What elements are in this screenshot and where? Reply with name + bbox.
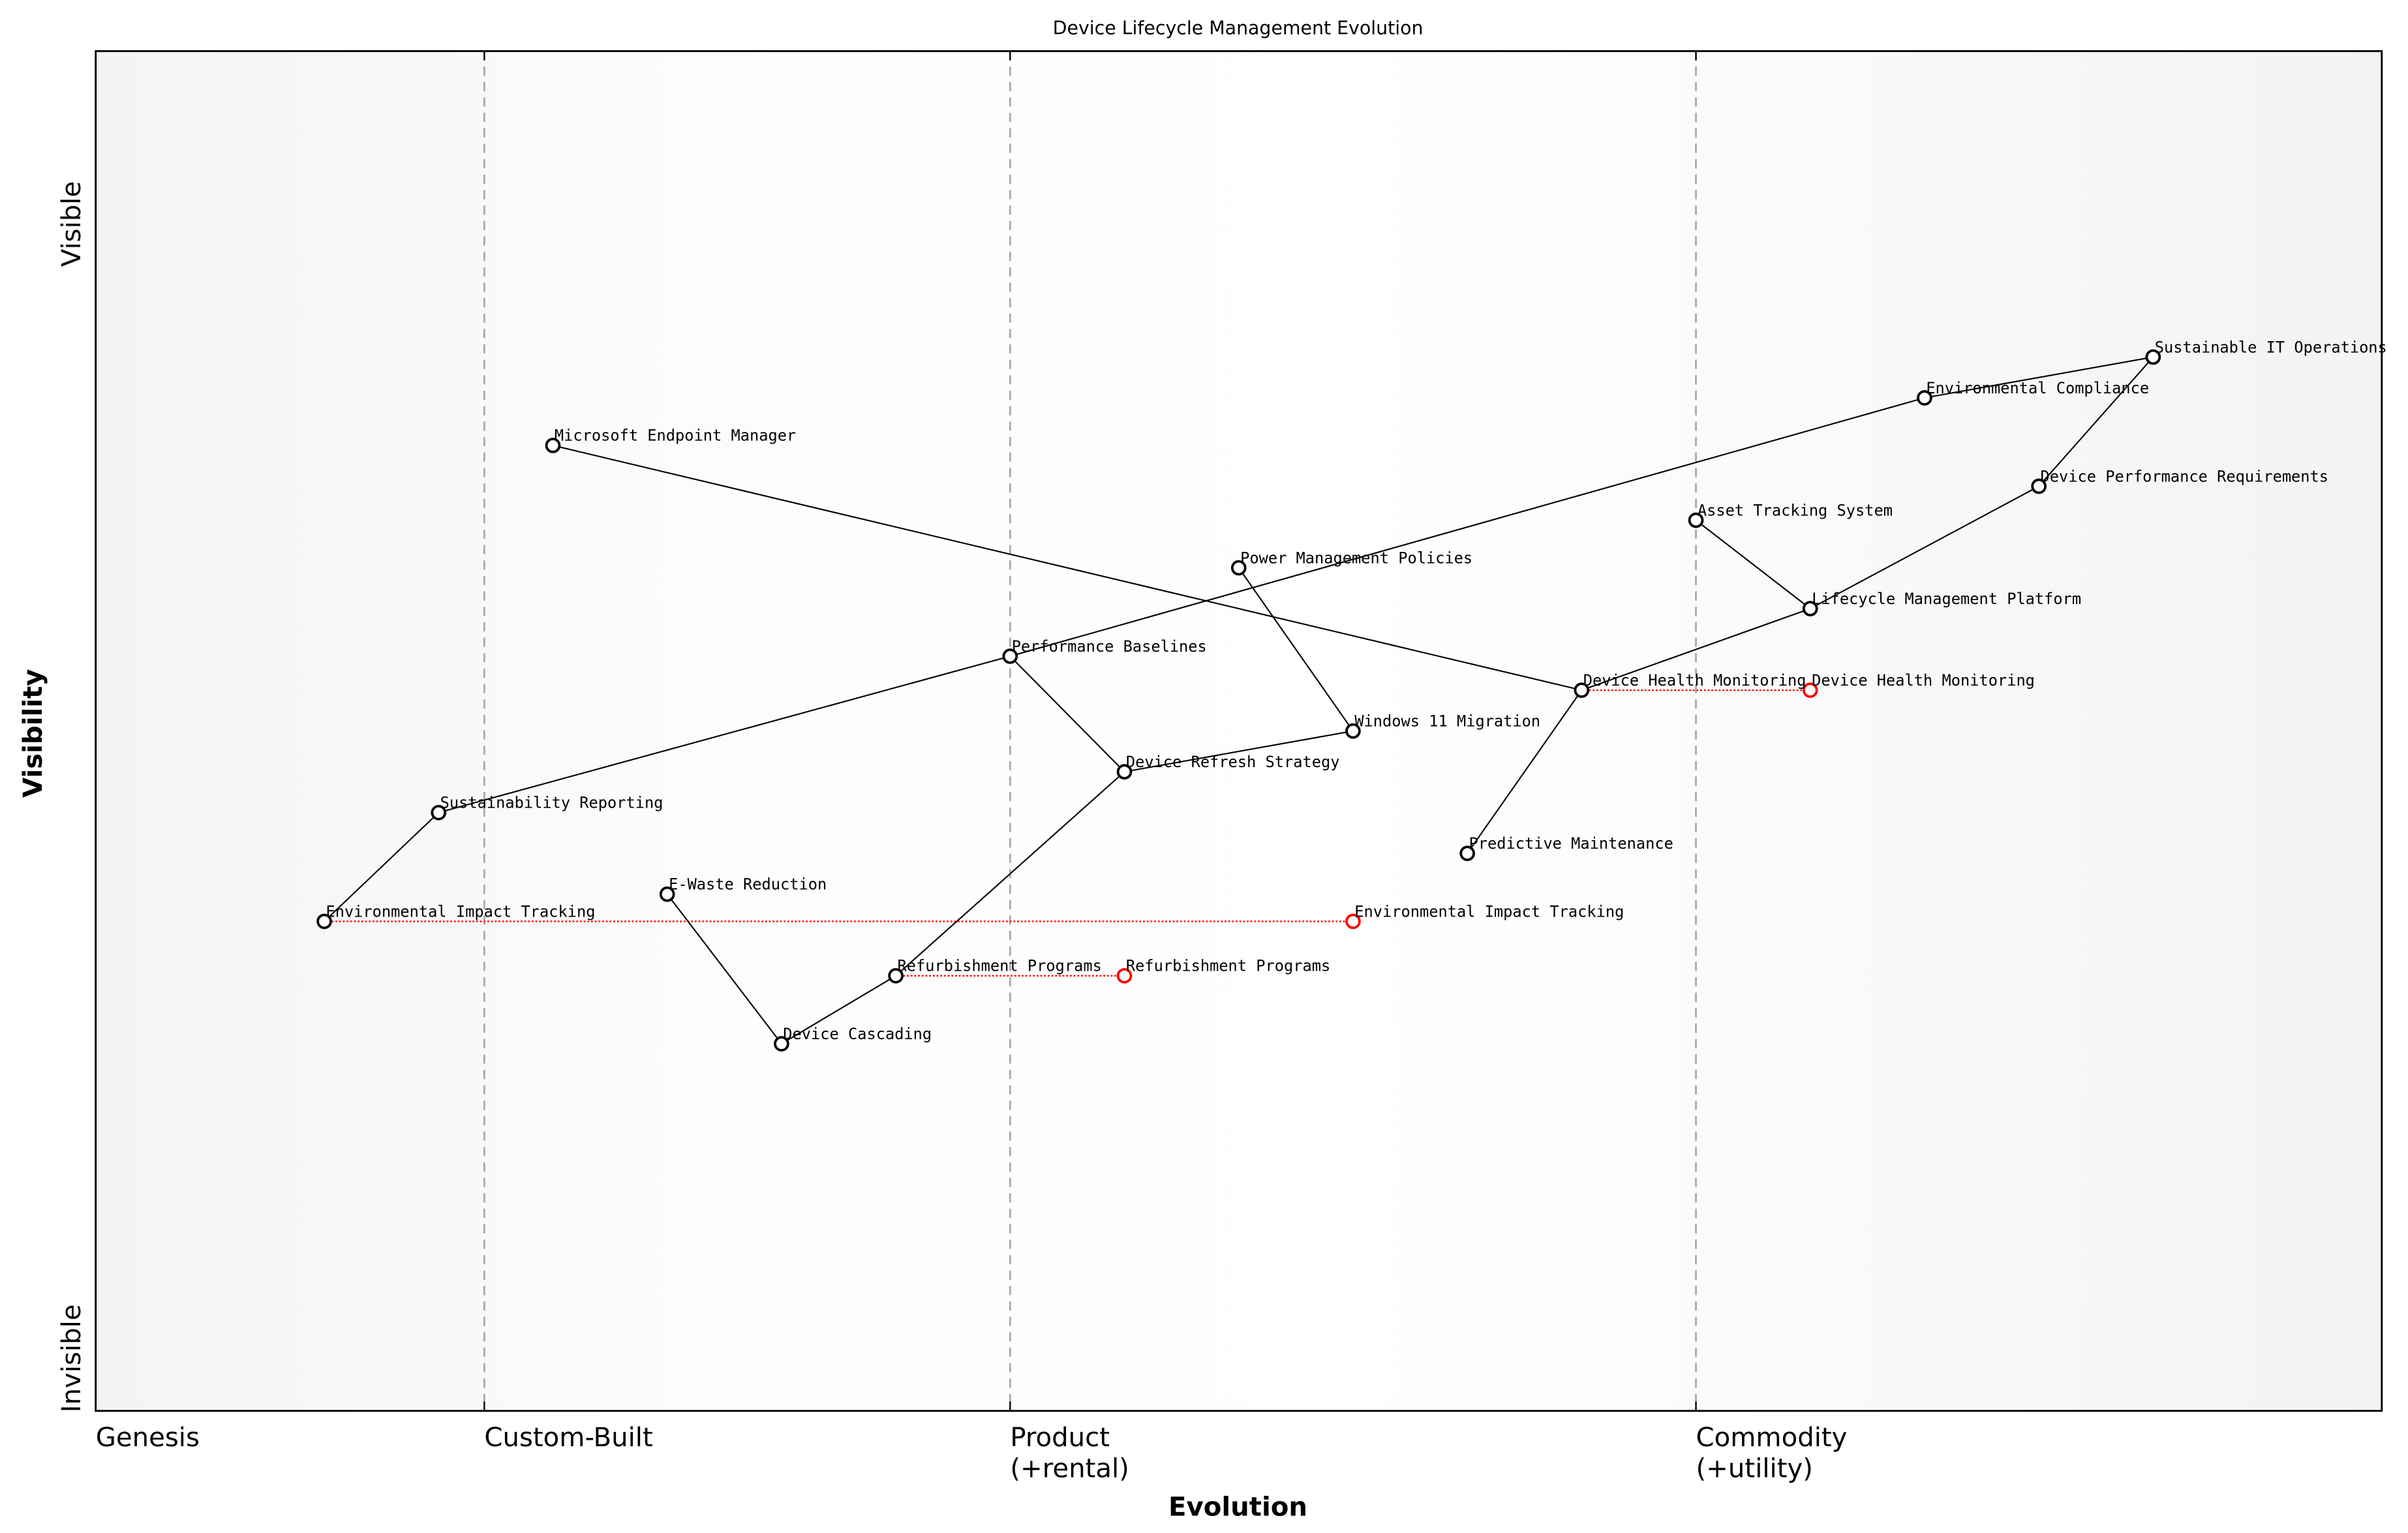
component-node: [1345, 723, 1361, 739]
component-node: [1459, 845, 1475, 862]
dependency-link: [1009, 656, 1125, 772]
component-label: E-Waste Reduction: [669, 875, 827, 894]
component-label: Lifecycle Management Platform: [1812, 590, 2081, 608]
component-node: [1116, 764, 1133, 780]
x-tick-label: Product (+rental): [1010, 1423, 1129, 1483]
dependency-link: [2038, 356, 2154, 487]
y-axis-label: Visibility: [18, 669, 48, 798]
component-node: [888, 967, 904, 984]
dependency-link: [781, 975, 896, 1044]
x-tick-label: Custom-Built: [484, 1423, 652, 1453]
dependency-link: [666, 894, 782, 1044]
component-label: Device Health Monitoring: [1583, 671, 1806, 690]
component-label: Power Management Policies: [1240, 549, 1472, 567]
component-node: [1688, 512, 1704, 528]
plot-background: [95, 51, 2382, 1411]
component-label: Device Cascading: [783, 1025, 932, 1043]
component-label: Sustainability Reporting: [440, 794, 663, 812]
evolved-component-node: [1116, 967, 1133, 984]
component-label: Environmental Compliance: [1926, 379, 2149, 397]
component-node: [774, 1036, 789, 1052]
y-tick-visible: Visible: [57, 181, 87, 267]
dependency-link: [895, 771, 1125, 977]
component-label: Predictive Maintenance: [1469, 834, 1673, 853]
plot-frame: [95, 50, 2383, 1412]
evolved-component-label: Environmental Impact Tracking: [1354, 902, 1624, 920]
component-node: [1002, 648, 1018, 664]
component-node: [2031, 478, 2047, 494]
component-label: Device Refresh Strategy: [1126, 753, 1340, 771]
component-node: [545, 438, 561, 453]
dependency-link: [324, 812, 440, 922]
component-node: [1802, 601, 1818, 616]
evolved-component-label: Device Health Monitoring: [1812, 671, 2035, 690]
evolved-component-node: [1802, 682, 1818, 698]
dependency-link: [1695, 519, 1811, 609]
component-label: Performance Baselines: [1012, 637, 1207, 656]
dependency-link: [553, 444, 1582, 691]
component-label: Refurbishment Programs: [897, 957, 1101, 975]
component-label: Sustainable IT Operations: [2155, 338, 2387, 356]
component-node: [431, 804, 447, 821]
x-tick-label: Genesis: [96, 1423, 200, 1453]
dependency-link: [1124, 730, 1354, 773]
component-node: [1574, 682, 1590, 698]
component-node: [1230, 560, 1247, 576]
component-node: [659, 886, 675, 902]
component-node: [2145, 349, 2161, 365]
component-label: Windows 11 Migration: [1354, 712, 1540, 730]
chart-title: Device Lifecycle Management Evolution: [1053, 17, 1424, 38]
dependency-link: [438, 655, 1011, 813]
dependency-link: [1238, 567, 1354, 732]
x-tick-label: Commodity (+utility): [1696, 1423, 1848, 1483]
dependency-link: [1467, 690, 1583, 854]
dependency-link: [1924, 356, 2154, 399]
y-tick-invisible: Invisible: [57, 1304, 87, 1412]
dependency-link: [1010, 397, 1925, 657]
evolved-component-node: [1345, 913, 1361, 930]
component-label: Environmental Impact Tracking: [326, 902, 595, 920]
x-axis-label: Evolution: [1168, 1493, 1307, 1523]
component-node: [316, 913, 332, 930]
component-label: Device Performance Requirements: [2041, 467, 2329, 485]
dependency-link: [1810, 485, 2039, 609]
component-node: [1917, 390, 1932, 406]
dependency-link: [1581, 607, 1811, 691]
evolved-component-label: Refurbishment Programs: [1126, 957, 1330, 975]
component-label: Asset Tracking System: [1698, 501, 1893, 519]
component-label: Microsoft Endpoint Manager: [555, 427, 796, 445]
